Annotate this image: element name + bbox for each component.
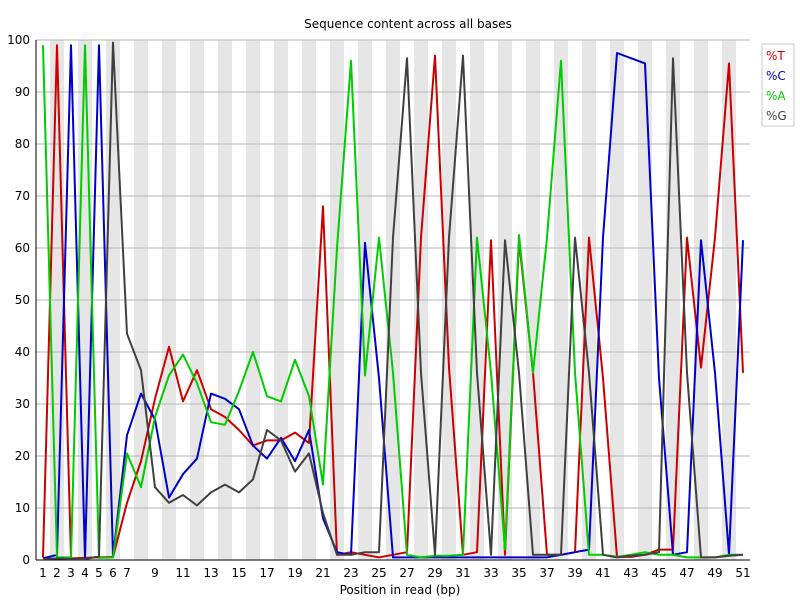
legend-entry-a: %A [766, 89, 786, 103]
y-tick-label: 30 [15, 397, 30, 411]
x-tick-label: 11 [175, 566, 190, 580]
series-line-g [42, 41, 744, 560]
x-tick-label: 31 [455, 566, 470, 580]
y-tick-label: 40 [15, 345, 30, 359]
x-tick-label: 3 [67, 566, 75, 580]
y-tick-label: 0 [22, 553, 30, 567]
gridlines [36, 39, 750, 561]
x-tick-label: 1 [39, 566, 47, 580]
axes [35, 40, 750, 561]
x-tick-label: 2 [53, 566, 61, 580]
x-tick-label: 45 [651, 566, 666, 580]
legend-entry-c: %C [766, 69, 786, 83]
series-line-c [42, 44, 744, 560]
x-tick-label: 5 [95, 566, 103, 580]
x-tick-label: 6 [109, 566, 117, 580]
x-tick-label: 49 [707, 566, 722, 580]
y-tick-label: 20 [15, 449, 30, 463]
x-tick-label: 39 [567, 566, 582, 580]
x-tick-label: 47 [679, 566, 694, 580]
x-tick-label: 37 [539, 566, 554, 580]
x-axis-label: Position in read (bp) [340, 583, 461, 597]
x-tick-label: 35 [511, 566, 526, 580]
x-tick-label: 17 [259, 566, 274, 580]
x-tick-label: 13 [203, 566, 218, 580]
x-tick-label: 4 [81, 566, 89, 580]
y-tick-label: 100 [7, 33, 30, 47]
x-tick-label: 41 [595, 566, 610, 580]
y-tick-labels: 0 10 20 30 40 50 60 70 80 90 100 [7, 33, 30, 567]
x-tick-label: 29 [427, 566, 442, 580]
x-tick-label: 9 [151, 566, 159, 580]
x-tick-label: 23 [343, 566, 358, 580]
x-tick-label: 33 [483, 566, 498, 580]
x-tick-label: 27 [399, 566, 414, 580]
x-tick-label: 21 [315, 566, 330, 580]
y-tick-label: 50 [15, 293, 30, 307]
x-tick-label: 43 [623, 566, 638, 580]
x-tick-label: 51 [735, 566, 750, 580]
y-tick-label: 90 [15, 85, 30, 99]
legend-box [761, 43, 795, 127]
legend-entry-g: %G [766, 109, 787, 123]
series-lines [42, 41, 744, 560]
x-tick-label: 15 [231, 566, 246, 580]
x-tick-label: 19 [287, 566, 302, 580]
legend-entry-t: %T [766, 49, 785, 63]
y-tick-label: 80 [15, 137, 30, 151]
y-tick-label: 60 [15, 241, 30, 255]
x-tick-label: 25 [371, 566, 386, 580]
legend: %T %C %A %G [761, 43, 795, 127]
chart-title: Sequence content across all bases [304, 17, 512, 31]
y-tick-label: 10 [15, 501, 30, 515]
x-tick-label: 7 [123, 566, 131, 580]
x-tick-labels: 1 2 3 4 5 6 7 9 11 13 15 17 19 21 23 25 27 29 31 33 35 37 39 41… [39, 566, 750, 580]
y-tick-label: 70 [15, 189, 30, 203]
